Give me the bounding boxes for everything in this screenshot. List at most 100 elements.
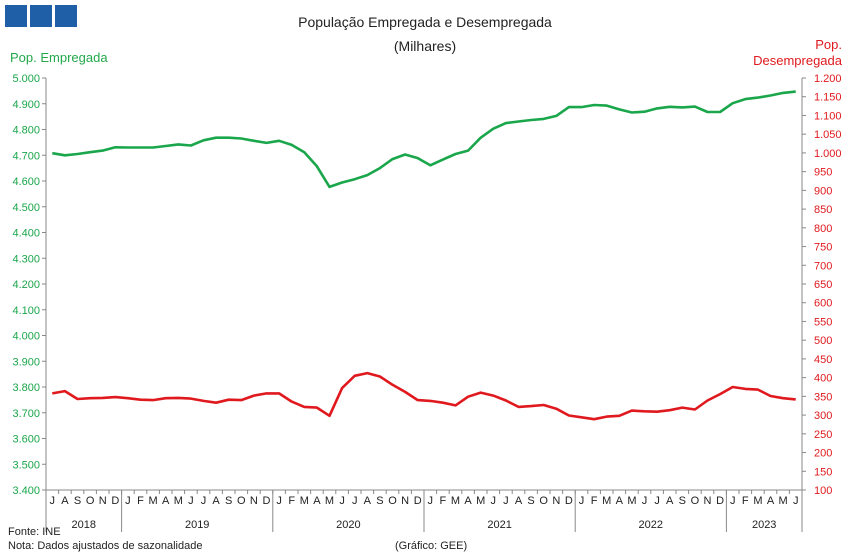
month-tick-label: F (591, 495, 598, 507)
left-tick-label: 3.500 (12, 459, 40, 471)
left-tick-label: 4.700 (12, 150, 40, 162)
right-tick-label: 350 (814, 391, 832, 403)
right-axis-label-line2: Desempregada (753, 53, 842, 68)
month-tick-label: O (539, 495, 548, 507)
month-tick-label: N (401, 495, 409, 507)
month-tick-label: F (742, 495, 749, 507)
logo-square (30, 5, 52, 27)
month-tick-label: A (212, 495, 220, 507)
logo-square (55, 5, 77, 27)
month-tick-label: J (503, 495, 509, 507)
month-tick-label: D (716, 495, 724, 507)
right-tick-label: 850 (814, 204, 832, 216)
month-tick-label: A (162, 495, 170, 507)
left-tick-label: 3.900 (12, 356, 40, 368)
year-label: 2022 (639, 519, 663, 531)
month-tick-label: J (491, 495, 497, 507)
month-tick-label: M (149, 495, 158, 507)
left-tick-label: 4.500 (12, 202, 40, 214)
left-tick-label: 4.400 (12, 228, 40, 240)
right-tick-label: 1.000 (814, 148, 842, 160)
right-tick-label: 200 (814, 448, 832, 460)
right-tick-label: 300 (814, 410, 832, 422)
month-tick-label: N (552, 495, 560, 507)
month-tick-label: N (99, 495, 107, 507)
month-tick-label: O (388, 495, 397, 507)
unemployed-series-line (52, 371, 796, 421)
month-tick-label: N (704, 495, 712, 507)
month-tick-label: A (666, 495, 674, 507)
right-tick-label: 800 (814, 223, 832, 235)
month-tick-label: M (325, 495, 334, 507)
left-tick-label: 5.000 (12, 73, 40, 85)
right-tick-label: 1.050 (814, 129, 842, 141)
left-axis-label: Pop. Empregada (10, 50, 108, 65)
right-tick-label: 750 (814, 242, 832, 254)
right-tick-label: 1.200 (814, 73, 842, 85)
left-tick-label: 4.200 (12, 279, 40, 291)
right-tick-label: 1.150 (814, 92, 842, 104)
month-tick-label: A (515, 495, 523, 507)
month-tick-label: A (616, 495, 624, 507)
right-tick-label: 550 (814, 316, 832, 328)
logo-square (5, 5, 27, 27)
month-tick-label: J (642, 495, 648, 507)
month-tick-label: A (464, 495, 472, 507)
right-tick-label: 150 (814, 466, 832, 478)
month-tick-label: F (137, 495, 144, 507)
year-label: 2018 (72, 519, 96, 531)
month-tick-label: J (730, 495, 736, 507)
month-tick-label: S (376, 495, 383, 507)
left-tick-label: 4.800 (12, 125, 40, 137)
chart-title: População Empregada e Desempregada (298, 14, 552, 30)
right-tick-label: 450 (814, 354, 832, 366)
month-tick-label: S (679, 495, 686, 507)
month-tick-label: M (174, 495, 183, 507)
month-tick-label: M (627, 495, 636, 507)
month-tick-label: S (225, 495, 232, 507)
month-tick-label: J (188, 495, 194, 507)
left-tick-label: 3.700 (12, 408, 40, 420)
right-tick-label: 950 (814, 167, 832, 179)
month-tick-label: J (276, 495, 282, 507)
month-tick-label: D (111, 495, 119, 507)
month-tick-label: J (428, 495, 434, 507)
month-tick-label: J (352, 495, 358, 507)
month-tick-label: A (313, 495, 321, 507)
right-tick-label: 900 (814, 185, 832, 197)
right-tick-label: 100 (814, 485, 832, 497)
left-tick-label: 3.800 (12, 382, 40, 394)
chart-subtitle: (Milhares) (393, 38, 457, 54)
month-tick-label: M (476, 495, 485, 507)
right-tick-label: 250 (814, 429, 832, 441)
left-tick-label: 4.000 (12, 331, 40, 343)
month-tick-label: D (263, 495, 271, 507)
left-tick-label: 4.900 (12, 99, 40, 111)
month-tick-label: M (451, 495, 460, 507)
month-tick-label: J (50, 495, 56, 507)
month-tick-label: J (125, 495, 131, 507)
right-tick-label: 500 (814, 335, 832, 347)
right-tick-label: 600 (814, 298, 832, 310)
right-tick-label: 700 (814, 260, 832, 272)
month-tick-label: M (753, 495, 762, 507)
right-axis-label: Pop. Desempregada (722, 37, 842, 69)
year-label: 2019 (185, 519, 209, 531)
month-tick-label: S (527, 495, 534, 507)
month-tick-label: D (565, 495, 573, 507)
right-tick-label: 1.100 (814, 110, 842, 122)
year-label: 2020 (336, 519, 360, 531)
brand-logo (5, 5, 77, 27)
month-tick-label: J (654, 495, 660, 507)
month-tick-label: D (414, 495, 422, 507)
year-label: 2021 (487, 519, 511, 531)
month-tick-label: O (237, 495, 246, 507)
right-tick-label: 400 (814, 373, 832, 385)
source-note: Fonte: INE (8, 526, 61, 538)
month-tick-label: A (61, 495, 69, 507)
month-tick-label: J (339, 495, 345, 507)
left-tick-label: 3.600 (12, 434, 40, 446)
left-tick-label: 4.300 (12, 253, 40, 265)
month-tick-label: J (793, 495, 799, 507)
